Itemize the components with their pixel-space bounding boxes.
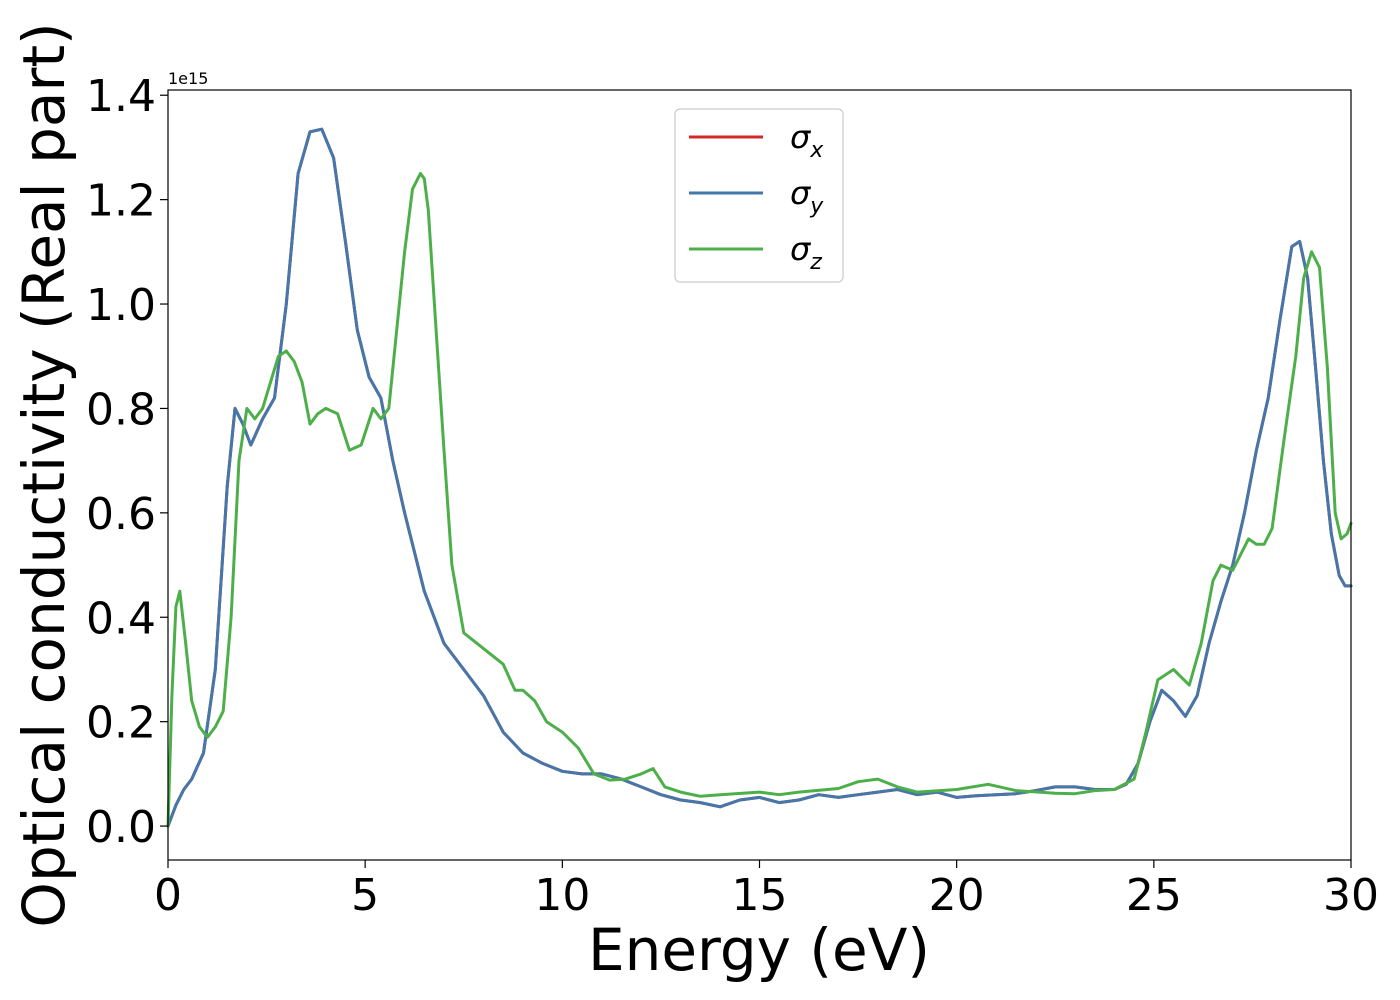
y-tick-label: 0.2: [86, 698, 156, 749]
legend: σx σy σz: [674, 108, 844, 283]
x-tick-label: 30: [1323, 870, 1379, 921]
x-tick-label: 20: [929, 870, 985, 921]
y-tick-label: 0.8: [86, 384, 156, 435]
legend-label-y: σy: [790, 174, 824, 219]
y-tick-label: 0.6: [86, 489, 156, 540]
x-tick-label: 15: [732, 870, 788, 921]
y-tick-label: 1.4: [86, 71, 156, 122]
y-tick-label: 0.0: [86, 802, 156, 853]
x-tick-label: 0: [154, 870, 182, 921]
legend-label-z: σz: [790, 230, 822, 275]
x-axis: 0 5 10 15 20 25 30: [154, 860, 1379, 921]
y-axis: 0.0 0.2 0.4 0.6 0.8 1.0 1.2 1.4: [86, 71, 168, 853]
y-tick-label: 1.0: [86, 280, 156, 331]
y-tick-label: 0.4: [86, 593, 156, 644]
x-tick-label: 5: [351, 870, 379, 921]
y-offset-label: 1e15: [168, 69, 208, 88]
series-line-y: [166, 127, 1353, 828]
series-line-z: [166, 172, 1353, 828]
legend-frame: [674, 108, 844, 283]
y-tick-label: 1.2: [86, 176, 156, 227]
y-axis-title: Optical conductivity (Real part): [10, 22, 78, 927]
plot-series-group: [166, 127, 1353, 828]
x-tick-label: 10: [534, 870, 590, 921]
x-tick-label: 25: [1126, 870, 1182, 921]
x-axis-title: Energy (eV): [588, 916, 930, 984]
legend-label-x: σx: [790, 118, 824, 163]
